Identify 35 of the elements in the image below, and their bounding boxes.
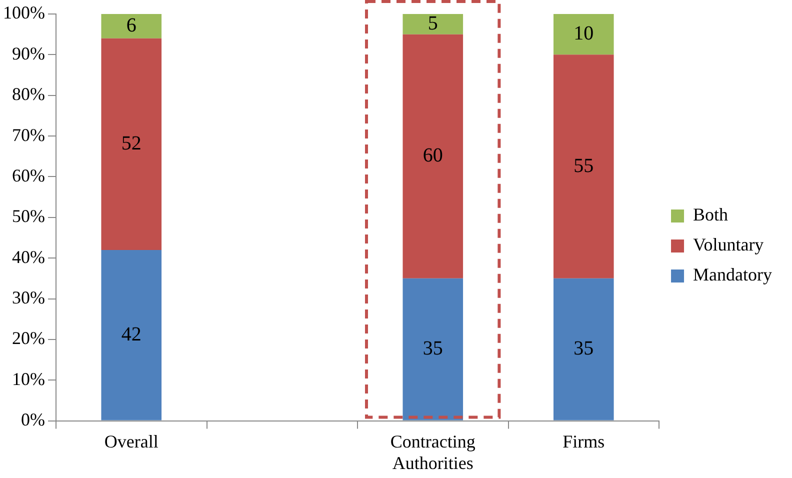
- bar: [402, 14, 464, 34]
- bar: [101, 38, 162, 250]
- bar: [553, 278, 614, 420]
- x-tick-label: Firms: [562, 431, 605, 452]
- data-label: 42: [121, 323, 142, 346]
- bar: [553, 14, 614, 55]
- y-tick-label: 100%: [2, 2, 45, 23]
- y-tick-label: 80%: [12, 84, 45, 104]
- y-tick-label: 40%: [12, 246, 45, 267]
- data-label: 55: [574, 154, 594, 177]
- data-label: 60: [422, 144, 443, 167]
- y-tick-label: 70%: [12, 124, 45, 145]
- y-tick-label: 60%: [12, 165, 45, 186]
- y-tick-label: 50%: [12, 206, 45, 226]
- bar: [101, 250, 162, 420]
- y-tick-label: 20%: [12, 328, 45, 348]
- bar: [101, 14, 162, 38]
- data-label: 6: [126, 14, 136, 36]
- y-tick-label: 90%: [12, 43, 45, 64]
- y-tick-label: 30%: [12, 287, 45, 308]
- legend-label: Both: [693, 204, 728, 225]
- y-tick-label: 0%: [20, 410, 45, 430]
- data-label: 52: [121, 132, 142, 154]
- bar: [402, 34, 464, 278]
- x-tick-label: Contracting Authorities: [390, 431, 476, 473]
- data-label: 10: [574, 22, 594, 45]
- bar: [553, 54, 614, 278]
- data-label: 5: [428, 12, 438, 34]
- legend-label: Mandatory: [693, 264, 772, 285]
- x-tick-label: Overall: [104, 431, 158, 452]
- data-label: 35: [422, 338, 443, 360]
- y-tick-label: 10%: [12, 368, 45, 389]
- bar: [402, 278, 464, 420]
- legend-label: Voluntary: [693, 234, 764, 255]
- data-label: 35: [574, 338, 594, 360]
